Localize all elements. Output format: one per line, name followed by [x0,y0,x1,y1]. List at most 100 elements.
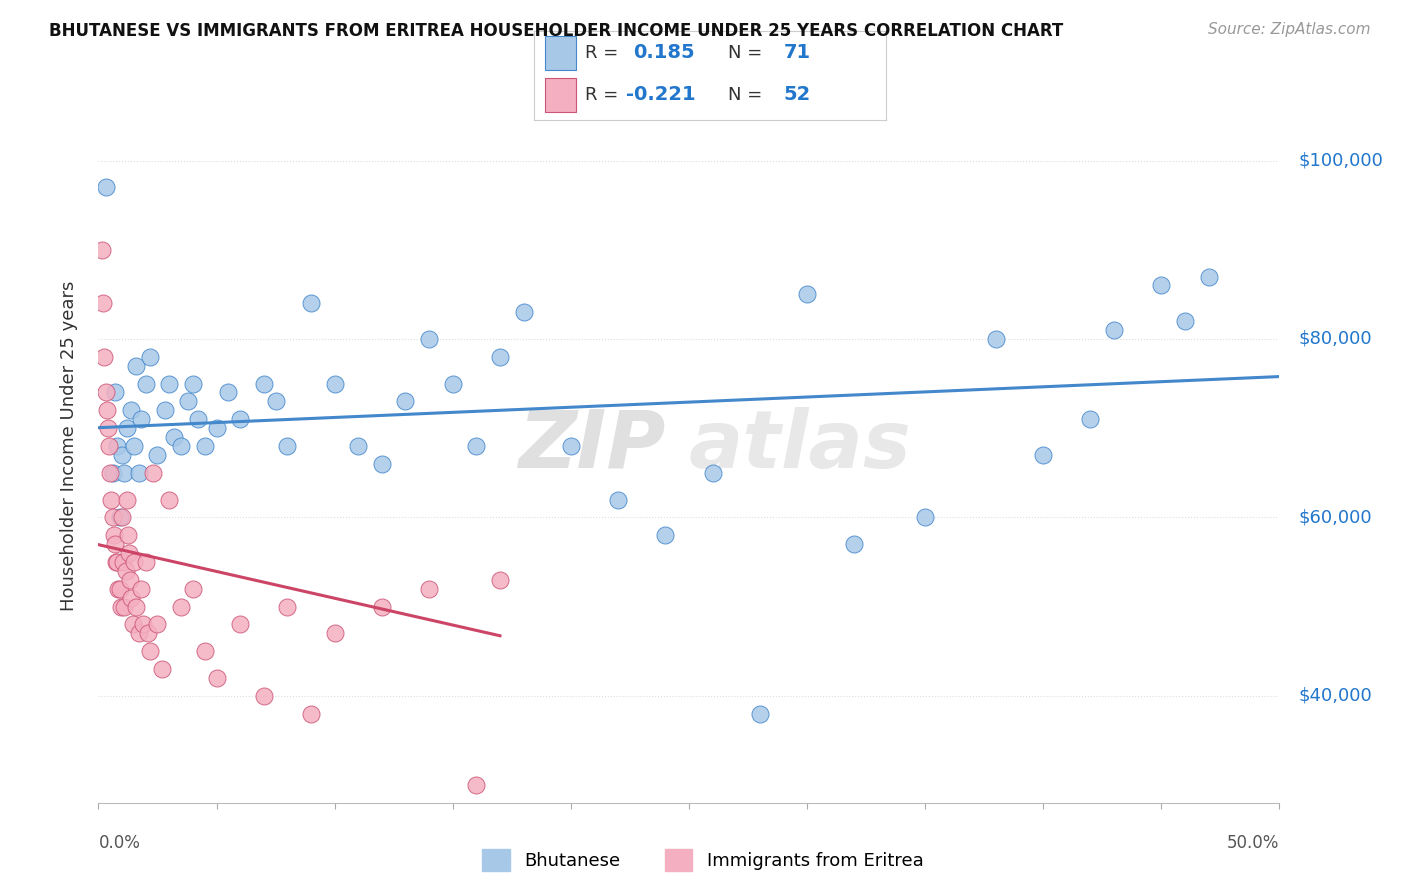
Point [299,706,322,721]
Y-axis label: Householder Income Under 25 years: Householder Income Under 25 years [59,281,77,611]
Point [146,617,169,632]
Point [111,448,134,462]
Point [177,394,200,409]
Point [323,626,346,640]
Point [96,403,118,417]
Point [229,412,252,426]
Bar [544,78,576,112]
Point [299,296,322,310]
Point [512,305,534,319]
Point [142,466,165,480]
Point [101,510,124,524]
Text: $40,000: $40,000 [1298,687,1372,705]
Text: ZIP: ZIP [517,407,665,485]
Text: R =: R = [585,44,624,62]
Bar [544,36,576,70]
Text: 0.185: 0.185 [633,43,695,62]
Point [394,394,416,409]
Point [170,599,193,614]
Point [205,671,228,685]
Point [194,644,217,658]
Point [128,466,150,480]
Point [194,439,217,453]
Point [146,448,169,462]
Point [276,439,298,453]
Text: BHUTANESE VS IMMIGRANTS FROM ERITREA HOUSEHOLDER INCOME UNDER 25 YEARS CORRELATI: BHUTANESE VS IMMIGRANTS FROM ERITREA HOU… [49,22,1063,40]
Point [157,492,180,507]
Point [153,403,176,417]
Point [276,599,298,614]
Text: 50.0%: 50.0% [1227,834,1279,852]
Point [121,591,143,605]
Point [97,421,120,435]
Point [114,564,136,578]
Point [157,376,180,391]
Point [118,546,141,560]
Point [125,359,148,373]
Text: N =: N = [728,86,768,103]
Text: N =: N = [728,44,768,62]
Point [135,376,157,391]
Point [98,466,121,480]
Point [110,599,132,614]
Point [103,528,125,542]
Point [122,555,145,569]
Point [94,180,117,194]
Point [1080,412,1102,426]
Point [181,582,204,596]
Point [104,385,127,400]
Point [418,332,440,346]
Text: atlas: atlas [689,407,911,485]
Point [560,439,582,453]
Point [135,555,157,569]
Text: Source: ZipAtlas.com: Source: ZipAtlas.com [1208,22,1371,37]
Point [163,430,186,444]
Point [112,555,135,569]
Point [702,466,724,480]
Point [108,582,131,596]
Point [371,457,394,471]
Point [205,421,228,435]
Point [91,243,114,257]
Point [105,555,128,569]
Point [105,439,128,453]
Point [253,376,276,391]
Point [98,439,121,453]
Point [1032,448,1054,462]
Point [796,287,818,301]
Point [1198,269,1220,284]
Point [129,582,152,596]
Point [418,582,440,596]
Point [111,510,134,524]
Point [115,492,138,507]
Point [465,778,488,792]
Point [489,573,512,587]
Point [371,599,394,614]
Point [93,350,115,364]
Point [104,537,127,551]
Point [107,582,129,596]
Point [441,376,464,391]
Point [489,350,512,364]
Point [187,412,209,426]
Point [121,403,143,417]
Point [654,528,676,542]
Point [128,626,150,640]
Point [125,599,148,614]
Point [115,421,138,435]
Text: 52: 52 [785,85,811,104]
Point [170,439,193,453]
Point [150,662,173,676]
Point [105,555,128,569]
Point [112,599,135,614]
Point [117,528,139,542]
Point [253,689,276,703]
Text: R =: R = [585,86,624,103]
Point [914,510,936,524]
Point [1150,278,1173,293]
Point [139,350,162,364]
Point [139,644,162,658]
Point [132,617,155,632]
Point [748,706,770,721]
Point [1102,323,1125,337]
